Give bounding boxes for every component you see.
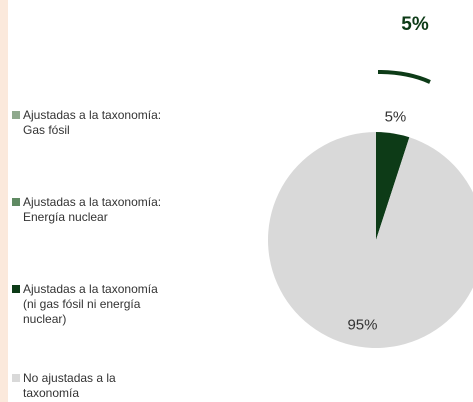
decor-arc [377,70,431,84]
pie-slice [268,132,473,348]
legend-label: Ajustadas a la taxonomía: Gas fósil [23,108,162,137]
legend-label: Ajustadas a la taxonomía: Energía nuclea… [23,195,162,224]
legend-item: Ajustadas a la taxonomía (ni gas fósil n… [12,282,158,327]
legend-label: No ajustadas a la taxonomía [23,371,116,400]
legend-swatch [12,111,20,119]
legend-swatch [12,374,20,382]
legend-label: Ajustadas a la taxonomía (ni gas fósil n… [23,282,158,326]
legend-swatch [12,285,20,293]
data-label: 5% [385,108,407,125]
legend-item: Ajustadas a la taxonomía: Gas fósil [12,108,161,138]
pie-slice [376,132,410,240]
annotation: 5% [401,14,429,35]
data-label: 95% [347,316,377,333]
legend-swatch [12,198,20,206]
legend-item: Ajustadas a la taxonomía: Energía nuclea… [12,195,161,225]
legend-item: No ajustadas a la taxonomía [12,371,116,401]
side-strip [0,0,8,402]
